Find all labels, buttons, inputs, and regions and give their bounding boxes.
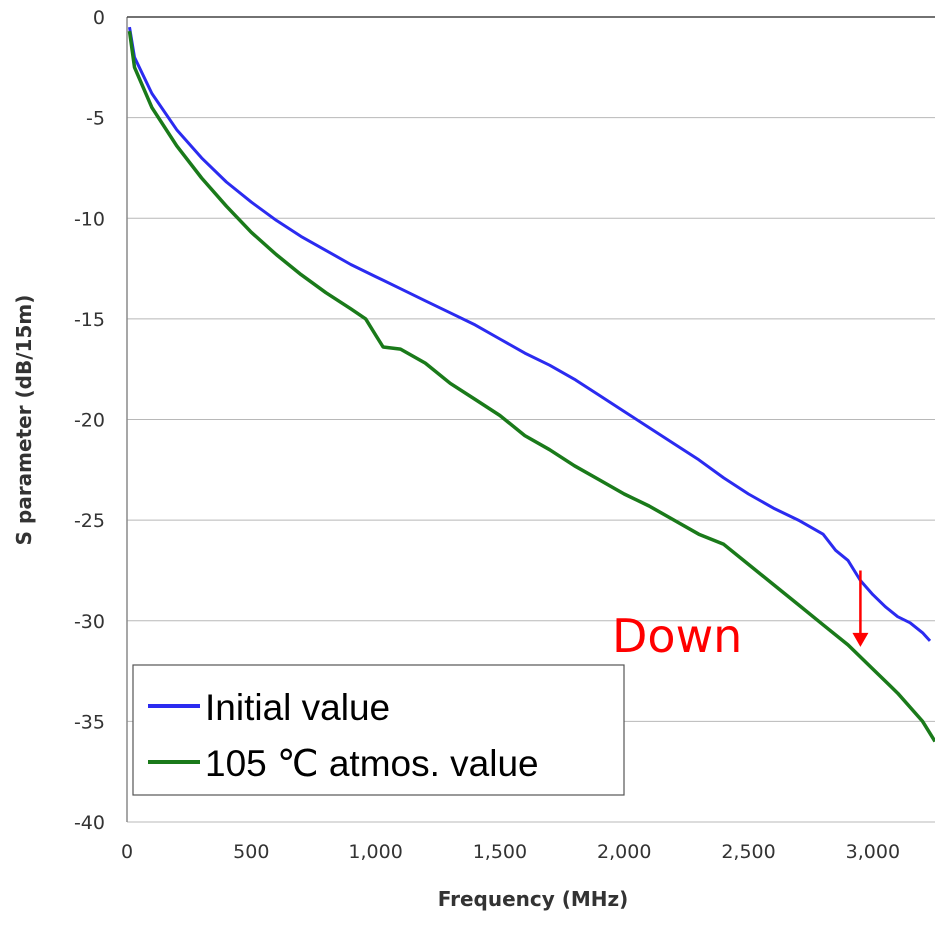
- down-arrow-head: [852, 632, 869, 647]
- y-tick-label: -5: [86, 108, 105, 130]
- y-tick-label: -35: [74, 711, 105, 733]
- annotation: Down: [612, 570, 869, 663]
- y-tick-label: 0: [93, 7, 105, 29]
- x-tick-label: 500: [233, 841, 269, 863]
- x-tick-label: 1,500: [473, 841, 527, 863]
- series-line-1: [127, 30, 935, 743]
- x-tick-label: 3,000: [846, 841, 900, 863]
- axes: [126, 16, 935, 822]
- y-tick-labels: 0 -5 -10 -15 -20 -25 -30 -35 -40: [74, 7, 105, 834]
- x-axis-title: Frequency (MHz): [438, 887, 629, 911]
- y-tick-label: -30: [74, 611, 105, 633]
- y-tick-label: -20: [74, 410, 105, 432]
- y-tick-label: -40: [74, 812, 105, 834]
- legend-label-heated: 105 ℃ atmos. value: [205, 743, 539, 784]
- series-line-0: [128, 26, 932, 642]
- legend: Initial value 105 ℃ atmos. value: [132, 664, 625, 796]
- y-tick-label: -10: [74, 208, 105, 230]
- x-tick-label: 2,000: [597, 841, 651, 863]
- x-tick-labels: 0 500 1,000 1,500 2,000 2,500 3,000: [121, 841, 900, 863]
- y-axis-title: S parameter (dB/15m): [12, 295, 36, 546]
- series-lines: [127, 26, 935, 743]
- x-tick-label: 0: [121, 841, 133, 863]
- legend-box: [132, 664, 625, 796]
- y-tick-label: -15: [74, 309, 105, 331]
- legend-label-initial: Initial value: [205, 687, 390, 728]
- y-tick-label: -25: [74, 510, 105, 532]
- x-tick-label: 2,500: [721, 841, 775, 863]
- x-tick-label: 1,000: [348, 841, 402, 863]
- annotation-text: Down: [612, 609, 742, 663]
- grid-lines: [127, 16, 935, 823]
